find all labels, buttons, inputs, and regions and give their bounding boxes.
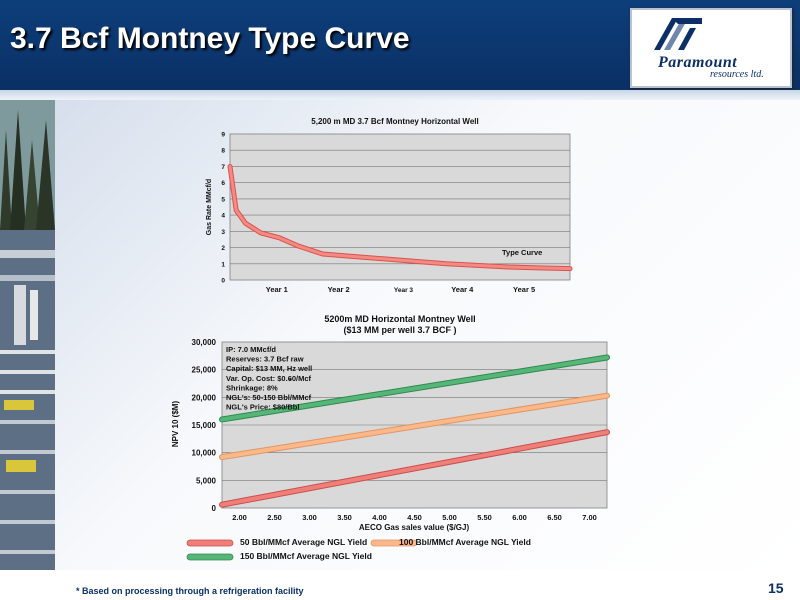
chart1-ytick: 1 <box>221 261 225 268</box>
series-line-orange <box>220 393 609 460</box>
chart2-ytick: 10,000 <box>192 449 217 458</box>
chart1-ytick: 5 <box>221 196 225 203</box>
chart1-xtick: Year 4 <box>451 285 474 294</box>
chart2-xtick: 6.00 <box>512 513 527 522</box>
chart2-xtick: 7.00 <box>582 513 597 522</box>
chart1-ytick: 6 <box>221 180 225 187</box>
page-title: 3.7 Bcf Montney Type Curve <box>10 22 410 55</box>
chart1-ytick: 7 <box>221 164 225 171</box>
chart1-plot-area <box>229 133 571 281</box>
header-divider <box>0 90 800 100</box>
chart2-xtick: 3.50 <box>337 513 352 522</box>
chart2-xtick: 2.00 <box>232 513 247 522</box>
chart2-xtick: 4.00 <box>372 513 387 522</box>
chart2-xtick: 3.00 <box>302 513 317 522</box>
legend-swatch-red <box>186 539 234 547</box>
chart2-ylabel: NPV 10 ($M) <box>171 401 180 448</box>
company-logo: Paramount resources ltd. <box>630 8 792 88</box>
chart2-subtitle: ($13 MM per well 3.7 BCF ) <box>343 325 456 335</box>
chart2-ytick: 15,000 <box>192 421 217 430</box>
chart2-ytick: 0 <box>212 504 217 513</box>
chart2-xtick: 6.50 <box>547 513 562 522</box>
logo-subtitle: resources ltd. <box>710 69 764 80</box>
assumption-line: NGL's Price: $80/Bbl <box>226 403 299 412</box>
series-line-red <box>220 430 609 507</box>
assumption-line: Var. Op. Cost: $0.60/Mcf <box>226 374 312 383</box>
type-curve-line <box>228 164 572 271</box>
assumption-line: NGL's: 50-150 Bbl/MMcf <box>226 393 312 402</box>
chart2-ytick: 25,000 <box>192 366 217 375</box>
chart1-ytick: 9 <box>221 132 225 139</box>
chart1-ytick: 4 <box>221 213 225 220</box>
legend-swatch-orange <box>370 539 418 547</box>
shrinkage-footnote-mark: * <box>289 378 292 385</box>
industrial-facility-image <box>0 100 55 570</box>
chart1-ylabel: Gas Rate MMcf/d <box>206 179 213 235</box>
chart2-xlabel: AECO Gas sales value ($/GJ) <box>359 523 470 532</box>
chart1-xtick: Year 5 <box>513 285 535 294</box>
chart1-ytick: 0 <box>221 278 225 285</box>
logo-mark-icon <box>654 18 702 50</box>
logo-name: Paramount <box>658 54 738 71</box>
series-line-green <box>220 355 609 422</box>
legend-label-100: 100 Bbl/MMcf Average NGL Yield <box>399 537 531 547</box>
page-number: 15 <box>768 580 784 596</box>
chart2-ytick: 20,000 <box>192 393 217 402</box>
chart1-title: 5,200 m MD 3.7 Bcf Montney Horizontal We… <box>311 117 478 126</box>
footnote: * Based on processing through a refriger… <box>76 586 304 596</box>
chart2-title: 5200m MD Horizontal Montney Well <box>324 314 475 324</box>
header-bar: 3.7 Bcf Montney Type Curve Paramount res… <box>0 0 800 90</box>
assumption-line: Capital: $13 MM, Hz well <box>226 364 312 373</box>
chart2-ytick: 5,000 <box>196 476 217 485</box>
assumption-line: IP: 7.0 MMcf/d <box>226 345 276 354</box>
chart1-xtick: Year 2 <box>328 285 350 294</box>
assumption-line: Reserves: 3.7 Bcf raw <box>226 355 304 364</box>
chart1-annotation: Type Curve <box>502 248 542 257</box>
chart1-ytick: 3 <box>221 229 225 236</box>
chart2-xtick: 4.50 <box>407 513 422 522</box>
legend-label-150: 150 Bbl/MMcf Average NGL Yield <box>240 551 372 561</box>
chart1-ytick: 8 <box>221 148 225 155</box>
chart2-ytick: 30,000 <box>192 338 217 347</box>
chart2-xtick: 5.00 <box>442 513 457 522</box>
chart1-xtick: Year 3 <box>394 287 414 294</box>
legend-label-50: 50 Bbl/MMcf Average NGL Yield <box>240 537 368 547</box>
chart1-xtick: Year 1 <box>266 285 288 294</box>
chart1-ytick: 2 <box>221 245 225 252</box>
assumption-line: Shrinkage: 8% <box>226 383 278 392</box>
chart2-xtick: 2.50 <box>267 513 282 522</box>
chart2-xtick: 5.50 <box>477 513 492 522</box>
legend-swatch-green <box>186 553 234 561</box>
